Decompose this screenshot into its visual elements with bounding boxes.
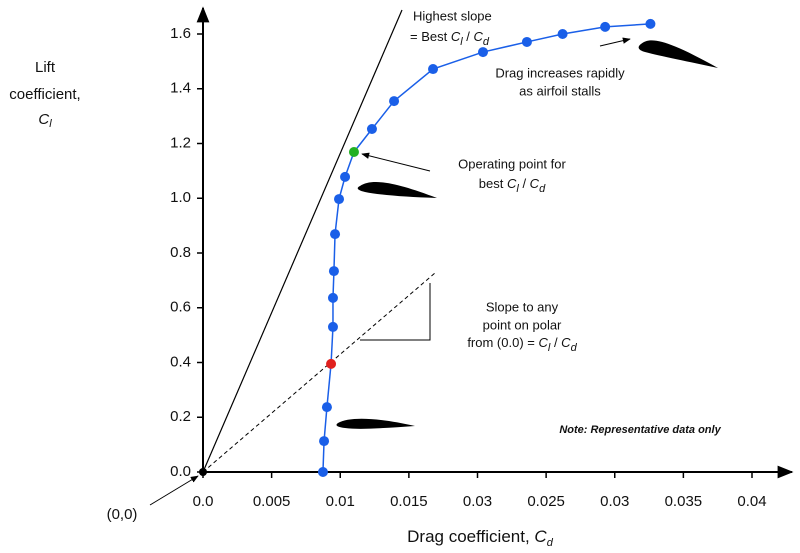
airfoil	[336, 418, 415, 429]
annotation: Operating point for	[458, 156, 566, 171]
y-tick-label: 0.6	[170, 299, 191, 316]
x-tick-label: 0.03	[463, 493, 492, 510]
label-part: C	[530, 176, 540, 191]
x-tick-label: 0.005	[253, 493, 291, 510]
annotation: Highest slope	[413, 8, 492, 23]
x-tick-label: 0.015	[390, 493, 428, 510]
label-part: C	[538, 335, 548, 350]
data-point	[521, 36, 532, 47]
data-point	[645, 18, 656, 29]
airfoil	[357, 182, 437, 198]
y-tick-label: 0.8	[170, 244, 191, 261]
annotation: best Cl / Cd	[479, 176, 546, 194]
label-part: /	[463, 29, 474, 44]
airfoil	[638, 40, 718, 68]
arrow	[361, 152, 431, 172]
data-point	[321, 402, 332, 413]
label-part: C	[534, 527, 547, 546]
label-part: d	[539, 183, 546, 195]
x-tick-label: 0.0	[193, 493, 214, 510]
data-point	[327, 292, 338, 303]
label-part: = Best	[410, 29, 451, 44]
origin-dot	[199, 468, 207, 476]
label-part: from (0.0) =	[467, 335, 538, 350]
y-tick-label: 0.4	[170, 353, 191, 370]
polar-line	[322, 23, 651, 473]
data-point	[319, 436, 330, 447]
x-tick-label: 0.03	[600, 493, 629, 510]
data-point	[326, 358, 337, 369]
data-point	[317, 467, 328, 477]
tangent-line	[202, 9, 403, 473]
label-part: d	[547, 537, 554, 549]
y-tick-label: 0.2	[170, 408, 191, 425]
arrow	[599, 37, 631, 47]
slope-bracket	[360, 283, 431, 341]
label-part: l	[49, 118, 52, 130]
data-point	[334, 194, 345, 205]
y-tick-label: 1.6	[170, 25, 191, 42]
x-tick-label: 0.035	[665, 493, 703, 510]
label-part: best	[479, 176, 507, 191]
data-point	[428, 64, 439, 75]
data-point	[389, 96, 400, 107]
label-part: d	[483, 36, 490, 48]
label-part: /	[519, 176, 530, 191]
label-part: l	[516, 183, 519, 195]
arrow	[149, 475, 199, 506]
label-part: C	[451, 29, 461, 44]
data-point	[557, 29, 568, 39]
x-axis-label: Drag coefficient, Cd	[407, 527, 554, 548]
label-part: C	[38, 111, 49, 128]
annotation: from (0.0) = Cl / Cd	[467, 335, 577, 353]
data-point	[348, 146, 359, 157]
annotation: = Best Cl / Cd	[410, 29, 490, 47]
data-point	[366, 123, 377, 134]
label-part: C	[561, 335, 571, 350]
annotation: Slope to any	[486, 299, 559, 314]
annotation: as airfoil stalls	[519, 83, 601, 98]
data-point	[328, 266, 339, 277]
label-part: Drag coefficient,	[407, 527, 534, 546]
x-tick-label: 0.01	[326, 493, 355, 510]
data-point	[330, 229, 341, 240]
origin-label: (0,0)	[107, 506, 138, 523]
annotation: point on polar	[483, 317, 562, 332]
label-part: C	[474, 29, 484, 44]
data-point	[600, 21, 611, 32]
label-part: C	[507, 176, 517, 191]
label-part: l	[548, 342, 551, 354]
y-axis-label: Cl	[38, 111, 52, 130]
slope-line	[202, 272, 436, 473]
y-tick-label: 1.2	[170, 134, 191, 151]
data-point	[327, 321, 338, 332]
ticks	[197, 33, 753, 478]
data-point	[477, 47, 488, 58]
y-axis-label: coefficient,	[9, 86, 80, 103]
label-part: l	[460, 36, 463, 48]
note: Note: Representative data only	[559, 424, 721, 436]
y-tick-label: 1.4	[170, 80, 191, 97]
annotation: Drag increases rapidly	[495, 65, 625, 80]
label-part: /	[550, 335, 561, 350]
x-tick-label: 0.025	[527, 493, 565, 510]
x-tick-label: 0.04	[737, 493, 766, 510]
y-tick-label: 0.0	[170, 463, 191, 480]
y-axis-label: Lift	[35, 59, 56, 76]
label-part: d	[571, 342, 578, 354]
y-tick-label: 1.0	[170, 189, 191, 206]
data-point	[340, 171, 351, 182]
